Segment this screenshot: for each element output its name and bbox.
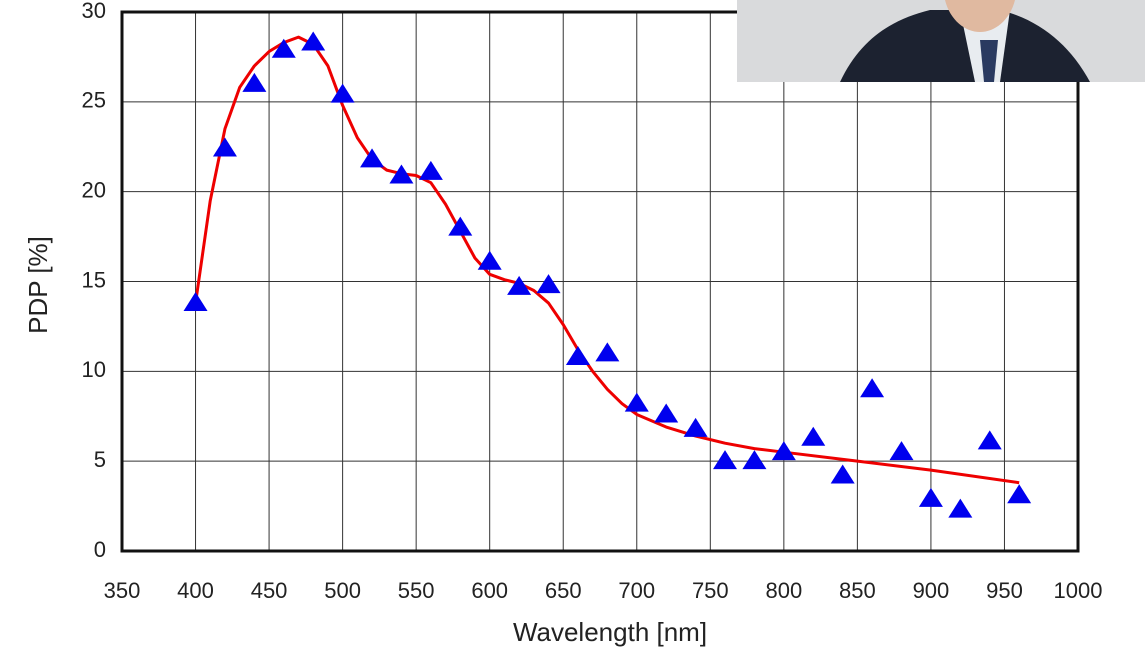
y-tick-label: 25 bbox=[82, 88, 106, 113]
x-tick-label: 1000 bbox=[1054, 578, 1103, 603]
x-tick-label: 850 bbox=[839, 578, 876, 603]
data-point bbox=[271, 38, 296, 58]
data-point bbox=[507, 275, 532, 295]
data-point bbox=[860, 378, 885, 398]
person-suit bbox=[840, 10, 1090, 82]
person-face bbox=[945, 0, 1015, 32]
data-point bbox=[977, 430, 1002, 450]
x-tick-label: 700 bbox=[618, 578, 655, 603]
person-tie bbox=[980, 40, 998, 82]
x-tick-label: 900 bbox=[913, 578, 950, 603]
data-point bbox=[389, 164, 414, 184]
data-point bbox=[448, 216, 473, 236]
data-point bbox=[418, 160, 443, 180]
data-point bbox=[242, 72, 267, 92]
x-tick-label: 950 bbox=[986, 578, 1023, 603]
data-point bbox=[830, 464, 855, 484]
webcam-overlay bbox=[737, 0, 1145, 82]
y-tick-label: 20 bbox=[82, 177, 106, 202]
data-point bbox=[565, 345, 590, 365]
x-tick-label: 750 bbox=[692, 578, 729, 603]
data-point bbox=[1007, 484, 1032, 504]
data-point bbox=[212, 137, 237, 157]
data-point bbox=[536, 274, 561, 294]
fit-line bbox=[194, 35, 1020, 485]
x-tick-label: 800 bbox=[765, 578, 802, 603]
y-tick-label: 5 bbox=[94, 447, 106, 472]
data-point bbox=[654, 403, 679, 423]
x-tick-label: 350 bbox=[104, 578, 141, 603]
data-point bbox=[683, 417, 708, 437]
x-tick-label: 450 bbox=[251, 578, 288, 603]
x-tick-label: 600 bbox=[471, 578, 508, 603]
data-point bbox=[624, 392, 649, 412]
x-axis-label: Wavelength [nm] bbox=[513, 617, 707, 647]
data-point bbox=[183, 292, 208, 312]
data-point bbox=[713, 450, 738, 470]
data-point bbox=[742, 450, 767, 470]
data-point bbox=[360, 148, 385, 168]
data-point bbox=[889, 441, 914, 461]
y-tick-label: 10 bbox=[82, 357, 106, 382]
data-point bbox=[330, 83, 355, 103]
data-point bbox=[771, 441, 796, 461]
x-tick-label: 650 bbox=[545, 578, 582, 603]
x-tick-label: 500 bbox=[324, 578, 361, 603]
data-point bbox=[948, 498, 973, 518]
y-tick-label: 30 bbox=[82, 0, 106, 23]
data-point bbox=[801, 426, 826, 446]
data-point bbox=[595, 342, 620, 362]
data-point bbox=[918, 487, 943, 507]
x-tick-label: 400 bbox=[177, 578, 214, 603]
data-point bbox=[301, 31, 326, 51]
data-point bbox=[477, 250, 502, 270]
y-axis-label: PDP [%] bbox=[23, 236, 53, 334]
x-tick-label: 550 bbox=[398, 578, 435, 603]
y-tick-label: 0 bbox=[94, 537, 106, 562]
y-tick-label: 15 bbox=[82, 267, 106, 292]
plot-frame bbox=[120, 10, 1080, 553]
